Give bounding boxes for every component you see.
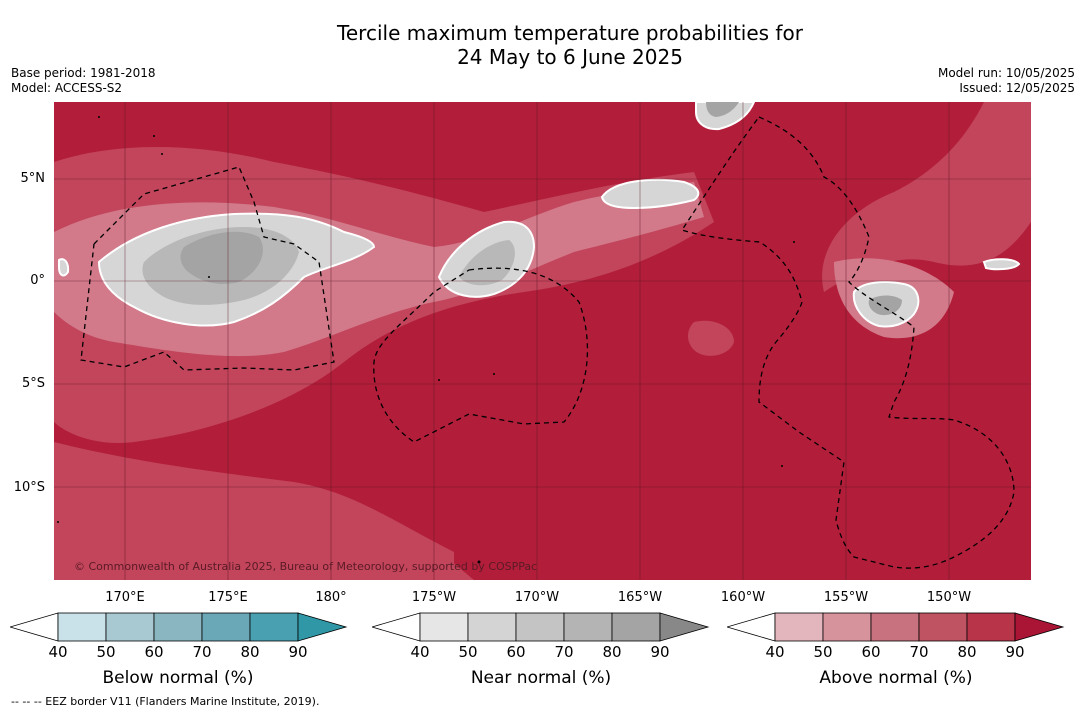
island-dot bbox=[438, 379, 440, 381]
colorbar-below-normal-segment bbox=[105, 612, 155, 642]
near-patch-top-core bbox=[706, 102, 739, 117]
eez-border-kiribati-gilberts bbox=[80, 166, 335, 371]
cb-above-tick: 70 bbox=[909, 643, 929, 661]
near-patch-small-west bbox=[58, 258, 70, 277]
colorbar-above-title: Above normal (%) bbox=[819, 668, 973, 688]
cb-near-tick: 40 bbox=[410, 643, 430, 661]
title-line-1: Tercile maximum temperature probabilitie… bbox=[337, 21, 803, 45]
near-patch-central-core bbox=[459, 240, 515, 286]
cb-near-tick: 70 bbox=[554, 643, 574, 661]
probability-map: © Commonwealth of Australia 2025, Bureau… bbox=[54, 102, 1031, 580]
island-dot bbox=[781, 465, 783, 467]
colorbar-above-arrow-left bbox=[727, 612, 776, 642]
cb-below-tick: 90 bbox=[288, 643, 308, 661]
cb-near-tick: 50 bbox=[458, 643, 478, 661]
lon-label-170e: 170°E bbox=[105, 590, 145, 605]
copyright-text: © Commonwealth of Australia 2025, Bureau… bbox=[74, 560, 537, 573]
lat-label-5n: 5°N bbox=[20, 171, 46, 186]
eez-footnote: -- -- -- EEZ border V11 (Flanders Marine… bbox=[11, 695, 320, 708]
island-dot bbox=[153, 135, 155, 137]
island-dot bbox=[208, 276, 210, 278]
colorbar-near-normal-segment bbox=[611, 612, 661, 642]
colorbar-below-arrow-right bbox=[297, 612, 348, 642]
colorbar-above-normal bbox=[727, 612, 1065, 642]
colorbar-above-normal-segment bbox=[918, 612, 968, 642]
island-dot bbox=[477, 560, 481, 564]
island-dot bbox=[98, 116, 100, 118]
island-dots bbox=[57, 116, 795, 564]
above-band-east bbox=[822, 102, 1031, 292]
near-patch-north bbox=[600, 178, 700, 210]
cb-above-tick: 40 bbox=[765, 643, 785, 661]
colorbar-below-normal-segment bbox=[249, 612, 299, 642]
cb-above-tick: 50 bbox=[813, 643, 833, 661]
above-band-lower bbox=[114, 530, 474, 580]
lon-label-165w: 165°W bbox=[617, 590, 663, 605]
lon-label-170w: 170°W bbox=[514, 590, 560, 605]
lat-label-0: 0° bbox=[30, 273, 45, 288]
issued-date: Issued: 12/05/2025 bbox=[959, 81, 1075, 95]
lon-label-150w: 150°W bbox=[926, 590, 972, 605]
colorbar-below-title: Below normal (%) bbox=[102, 668, 254, 688]
cb-above-tick: 80 bbox=[957, 643, 977, 661]
cb-above-tick: 90 bbox=[1005, 643, 1025, 661]
above-patch-small bbox=[688, 320, 734, 356]
colorbar-near-normal bbox=[372, 612, 710, 642]
colorbar-near-title: Near normal (%) bbox=[470, 668, 612, 688]
near-patch-east-core bbox=[868, 295, 902, 316]
island-dot bbox=[57, 521, 59, 523]
colorbar-above-normal-segment bbox=[870, 612, 920, 642]
colorbar-near-normal-segment bbox=[515, 612, 565, 642]
colorbar-below-normal bbox=[10, 612, 348, 642]
colorbar-near-arrow-right bbox=[659, 612, 710, 642]
lon-label-155w: 155°W bbox=[823, 590, 869, 605]
colorbar-above-arrow-right bbox=[1014, 612, 1065, 642]
model-name: Model: ACCESS-S2 bbox=[11, 81, 123, 95]
colorbar-above-normal-segment bbox=[774, 612, 824, 642]
cb-below-tick: 80 bbox=[240, 643, 260, 661]
grid-lines bbox=[54, 102, 1031, 580]
base-period: Base period: 1981-2018 bbox=[11, 66, 156, 80]
lon-label-180: 180° bbox=[315, 590, 347, 605]
cb-near-tick: 90 bbox=[650, 643, 670, 661]
cb-below-tick: 70 bbox=[192, 643, 212, 661]
lon-label-175w: 175°W bbox=[411, 590, 457, 605]
cb-above-tick: 60 bbox=[861, 643, 881, 661]
eez-border-line-islands bbox=[680, 116, 1015, 569]
colorbar-near-normal-segment bbox=[563, 612, 613, 642]
cb-below-tick: 40 bbox=[48, 643, 68, 661]
colorbar-below-arrow-left bbox=[10, 612, 59, 642]
colorbar-near-normal-segment bbox=[467, 612, 517, 642]
colorbar-below-normal-segment bbox=[201, 612, 251, 642]
colorbar-below-normal-segment bbox=[57, 612, 107, 642]
lon-label-175e: 175°E bbox=[208, 590, 248, 605]
island-dot bbox=[793, 241, 795, 243]
model-run: Model run: 10/05/2025 bbox=[937, 66, 1075, 80]
cb-near-tick: 60 bbox=[506, 643, 526, 661]
lat-label-5s: 5°S bbox=[21, 376, 45, 391]
lat-label-10s: 10°S bbox=[13, 480, 45, 495]
colorbar-near-normal-segment bbox=[419, 612, 469, 642]
island-dot bbox=[161, 153, 163, 155]
cb-below-tick: 60 bbox=[144, 643, 164, 661]
colorbar-above-normal-segment bbox=[822, 612, 872, 642]
eez-borders bbox=[80, 116, 1015, 569]
cb-near-tick: 80 bbox=[602, 643, 622, 661]
colorbar-above-normal-segment bbox=[966, 612, 1016, 642]
island-dot bbox=[493, 373, 495, 375]
eez-border-phoenix bbox=[373, 267, 588, 443]
lon-label-160w: 160°W bbox=[720, 590, 766, 605]
colorbar-near-arrow-left bbox=[372, 612, 421, 642]
title-line-2: 24 May to 6 June 2025 bbox=[457, 45, 683, 69]
cb-below-tick: 50 bbox=[96, 643, 116, 661]
near-patch-west-dark bbox=[180, 231, 263, 284]
near-patch-small-east bbox=[982, 258, 1021, 271]
colorbar-below-normal-segment bbox=[153, 612, 203, 642]
